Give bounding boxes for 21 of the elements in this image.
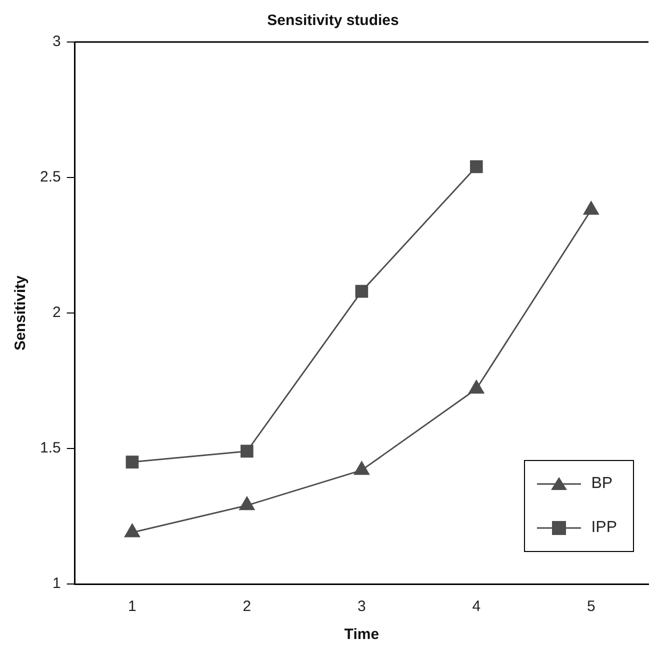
point <box>239 496 255 510</box>
legend-label: BP <box>591 475 613 493</box>
y-tick-label: 2.5 <box>40 168 61 186</box>
point <box>468 380 484 394</box>
point <box>355 284 368 298</box>
y-axis-title: Sensitivity <box>12 274 30 351</box>
x-tick-label: 2 <box>242 598 252 616</box>
y-tick-label: 1 <box>52 575 61 592</box>
legend-label: IPP <box>591 519 617 537</box>
chart-title: Sensitivity studies <box>267 12 399 30</box>
x-tick-label: 4 <box>472 598 481 616</box>
y-tick-label: 1.5 <box>40 440 61 457</box>
point <box>354 461 370 475</box>
y-tick-label: 2 <box>52 304 61 322</box>
y-tick-label: 3 <box>52 33 61 50</box>
point <box>470 160 483 174</box>
point <box>124 524 140 538</box>
x-axis-title: Time <box>344 626 380 644</box>
x-tick-label: 3 <box>358 598 366 616</box>
x-tick-label: 5 <box>586 598 596 616</box>
x-tick-label: 1 <box>128 598 136 616</box>
